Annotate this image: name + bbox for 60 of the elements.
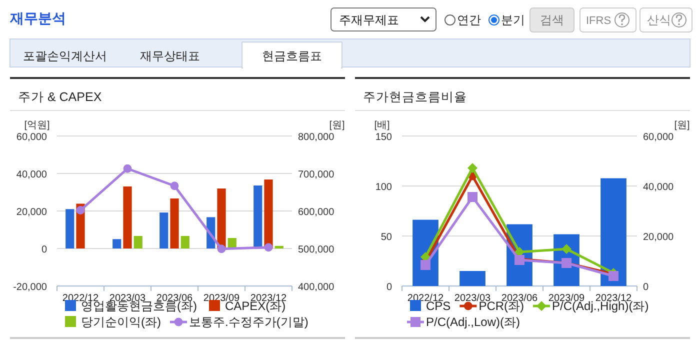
point: [76, 206, 85, 214]
chart-title: 주가 & CAPEX: [18, 90, 102, 104]
y2-tick-label: 500,000: [298, 244, 335, 256]
bar: [66, 209, 74, 248]
y2-axis-title: [원]: [674, 120, 690, 131]
point: [468, 192, 478, 202]
bar: [254, 186, 262, 248]
text: 재무분석: [9, 10, 66, 26]
point: [170, 182, 179, 190]
legend-label: 당기순이익(좌): [81, 315, 161, 329]
bar: [217, 188, 226, 248]
bar: [600, 178, 626, 286]
y2-tick-label: 40,000: [643, 182, 674, 193]
y-axis-title: [억원]: [24, 120, 50, 131]
y-tick-label: 150: [375, 132, 392, 143]
text: 산식: [647, 13, 671, 27]
bar: [180, 236, 190, 248]
point: [608, 271, 618, 281]
text: 연간: [457, 13, 481, 27]
y2-tick-label: 800,000: [298, 132, 335, 143]
bar: [112, 239, 122, 248]
bar: [170, 198, 179, 248]
y2-tick-label: 700,000: [298, 170, 335, 180]
y-tick-label: -20,000: [13, 282, 48, 293]
y2-tick-label: 20,000: [643, 232, 674, 243]
legend-label: P/C(Adj.,Low)(좌): [426, 315, 520, 329]
text: 주재무제표: [339, 13, 399, 27]
text: 분기: [501, 13, 525, 27]
text: 포괄손익계산서: [23, 49, 107, 63]
y-axis-title: [배]: [374, 120, 390, 131]
y-tick-label: 50: [380, 232, 392, 243]
y2-axis-title: [원]: [329, 120, 345, 131]
y-tick-label: 20,000: [16, 207, 48, 218]
text: IFRS: [586, 15, 612, 27]
text: 검색: [540, 13, 564, 27]
text: 재무상태표: [140, 49, 200, 63]
bar: [134, 236, 142, 248]
bar: [460, 271, 486, 286]
bar: [160, 212, 168, 248]
y2-tick-label: 0: [643, 282, 649, 293]
bar: [264, 180, 273, 248]
legend-label: 보통주.수정주가(기말): [189, 315, 308, 329]
y2-tick-label: 600,000: [298, 207, 335, 218]
y-tick-label: 100: [375, 182, 392, 193]
y-tick-label: 0: [386, 282, 392, 293]
y-tick-label: 60,000: [16, 132, 48, 143]
point: [123, 164, 132, 173]
point: [264, 243, 273, 252]
bar: [123, 186, 132, 248]
point: [468, 163, 478, 173]
y-tick-label: 40,000: [16, 170, 48, 180]
bar: [274, 246, 284, 248]
point: [562, 244, 572, 254]
text: 현금흐름표: [262, 49, 322, 63]
point: [217, 244, 226, 254]
y-tick-label: 0: [41, 244, 48, 256]
y2-tick-label: 60,000: [643, 132, 674, 143]
chart-title: 주가현금흐름비율: [363, 90, 467, 104]
y2-tick-label: 400,000: [298, 282, 335, 293]
point: [420, 260, 430, 270]
